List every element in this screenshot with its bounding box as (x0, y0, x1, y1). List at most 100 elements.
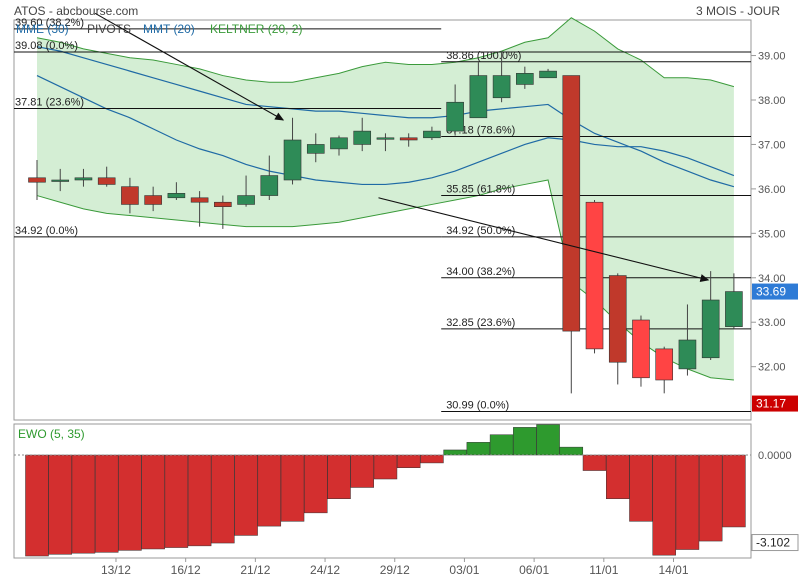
candle-body (585, 201, 604, 350)
candle-body (492, 75, 511, 99)
pivot-label: 39.60 (38.2%) (15, 17, 84, 29)
period-label: 3 MOIS - JOUR (696, 4, 780, 18)
candle-body (167, 193, 186, 199)
date-tick-label: 29/12 (380, 563, 410, 577)
candle-body (51, 179, 70, 182)
ewo-last-tag (751, 534, 799, 552)
ewo-axis: 0.0000 -3.102 (14, 450, 799, 552)
candle-body (144, 195, 162, 205)
pivot-label: 34.00 (38.2%) (446, 266, 515, 278)
chart-title: ATOS - abcbourse.com (14, 4, 138, 18)
last-price-label: 33.69 (756, 285, 786, 299)
ewo-bar (304, 454, 328, 514)
date-tick-label: 14/01 (658, 563, 688, 577)
trend-arrow (94, 12, 285, 121)
pivot-label: 34.92 (0.0%) (15, 225, 78, 237)
ewo-bar (722, 454, 746, 528)
pivot-label: 38.86 (100.0%) (446, 50, 521, 62)
date-tick-label: 03/01 (449, 563, 479, 577)
ewo-bar (327, 454, 351, 500)
low-price-label: 31.17 (756, 397, 786, 411)
price-tick-label: 37.00 (758, 139, 786, 151)
candle-body (190, 197, 209, 203)
candle-body (28, 177, 46, 183)
legend-keltner: KELTNER (20, 2) (210, 22, 302, 36)
candle-body (701, 299, 720, 359)
candle-body (306, 144, 325, 154)
candle-body (237, 195, 255, 205)
candle-body (469, 75, 488, 119)
candle-body (260, 175, 279, 196)
trend-arrows (94, 12, 710, 282)
pivot-label: 30.99 (0.0%) (446, 400, 509, 412)
candle-body (283, 139, 302, 181)
ewo-bar (94, 454, 119, 553)
price-axis: 39.00 38.00 37.00 36.00 35.00 34.00 33.00 32.00… (751, 51, 798, 412)
ewo-bar (350, 454, 374, 488)
candle-body (214, 201, 232, 207)
legend-mme: MME (30) (16, 22, 69, 36)
ewo-bar (187, 454, 212, 547)
ewo-tick-label: 0.0000 (758, 450, 792, 462)
price-tick-label: 35.00 (758, 228, 786, 240)
candle-body (376, 137, 395, 140)
ewo-bar (629, 454, 653, 522)
price-tick-label: 33.00 (758, 317, 786, 329)
ewo-bar (71, 454, 96, 554)
pivot-label: 32.85 (23.6%) (446, 317, 515, 329)
ewo-bar (420, 454, 444, 464)
ewo-bar (48, 454, 72, 555)
mmt20-line (36, 75, 735, 186)
ewo-bar (466, 442, 491, 456)
candle-body (399, 137, 418, 141)
ewo-bar (675, 454, 700, 550)
candle-body (562, 75, 581, 332)
ewo-bar (211, 454, 235, 544)
price-tick-label: 32.00 (758, 362, 786, 374)
price-tick-label: 39.00 (758, 51, 786, 63)
ewo-bar (396, 454, 421, 468)
candle-body (353, 130, 372, 145)
ewo-bar (141, 454, 165, 550)
ewo-bar (373, 454, 398, 480)
candle-body (423, 130, 441, 139)
date-tick-label: 11/01 (589, 563, 618, 577)
date-tick-label: 21/12 (240, 563, 270, 577)
ewo-bar (513, 427, 537, 456)
candle-body (330, 137, 348, 150)
date-tick-label: 24/12 (310, 563, 340, 577)
date-tick-label: 06/01 (519, 563, 549, 577)
pivot-label: 39.08 (0.0%) (15, 40, 78, 52)
candle-body (632, 319, 650, 379)
candle-body (74, 177, 93, 181)
candle-body (655, 348, 674, 381)
ewo-bar (280, 454, 305, 522)
pivot-label: 35.85 (61.8%) (446, 184, 515, 196)
legend-pivots: PIVOTS (87, 22, 131, 36)
ewo-bar (606, 454, 630, 500)
candle-body (539, 70, 557, 79)
price-tick-label: 38.00 (758, 95, 786, 107)
candle-body (725, 291, 743, 327)
low-price-tag (752, 395, 798, 412)
date-axis: 13/12 16/12 21/12 24/12 29/12 03/01 06/01 11/01… (101, 558, 689, 577)
candlesticks (28, 51, 743, 394)
mme30-line (36, 46, 735, 188)
last-price-tag (752, 283, 798, 300)
legend-mmt: MMT (20) (143, 22, 195, 36)
keltner-upper-line (36, 17, 735, 88)
date-tick-label: 13/12 (101, 563, 131, 577)
ewo-bar (652, 454, 676, 556)
ewo-bar (118, 454, 142, 551)
trend-arrow (378, 197, 710, 282)
ewo-bar (257, 454, 282, 527)
ewo-bar (443, 449, 467, 456)
candle-body (121, 186, 139, 205)
ewo-bar (559, 446, 584, 456)
price-tick-label: 36.00 (758, 184, 786, 196)
ewo-title: EWO (5, 35) (18, 427, 85, 441)
pivot-label: 37.81 (23.6%) (15, 96, 84, 108)
price-tick-label: 34.00 (758, 273, 786, 285)
pivot-lines: 39.60 (38.2%) 39.08 (0.0%) 37.81 (23.6%) 34… (14, 17, 751, 413)
